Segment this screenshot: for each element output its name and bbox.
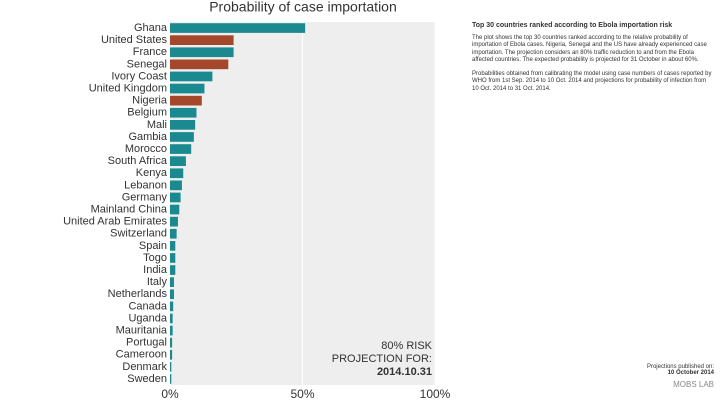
y-tick-label: Spain (139, 240, 167, 252)
y-tick-label: Ivory Coast (111, 70, 167, 82)
bar (170, 228, 177, 239)
bar (170, 71, 213, 82)
bar (170, 313, 173, 324)
bar (170, 289, 174, 300)
y-tick-label: Italy (147, 276, 168, 288)
bar (170, 337, 173, 348)
bar (170, 216, 178, 227)
y-tick-label: Senegal (127, 58, 167, 70)
y-tick-label: Mainland China (91, 203, 168, 215)
annotation: 80% RISK (381, 340, 432, 352)
y-tick-label: Lebanon (124, 179, 167, 191)
bar (170, 180, 182, 191)
bar (170, 241, 176, 251)
bar (170, 144, 192, 154)
published-date: 10 October 2014 (667, 370, 714, 376)
y-tick-label: United States (101, 34, 168, 46)
logo: MOBS LAB (673, 380, 714, 389)
bar (170, 349, 173, 360)
y-tick-label: United Arab Emirates (63, 216, 167, 228)
bar (170, 277, 174, 287)
footer: Projections published on: 10 October 201… (647, 364, 714, 389)
bar (170, 374, 172, 384)
bar (170, 83, 205, 94)
bar (170, 107, 197, 118)
x-tick-label: 0% (161, 387, 179, 400)
y-tick-label: Sweden (127, 373, 167, 385)
y-tick-label: Ghana (134, 22, 168, 34)
bar (170, 59, 229, 70)
y-tick-label: Belgium (127, 107, 167, 119)
side-paragraph: Probabilities obtained from calibrating … (472, 70, 712, 92)
y-tick-label: Togo (143, 252, 167, 264)
side-paragraph: The plot shows the top 30 countries rank… (472, 34, 707, 64)
x-tick-label: 100% (420, 387, 451, 400)
published-label: Projections published on: (646, 364, 714, 370)
y-tick-label: France (133, 46, 167, 58)
bar (170, 35, 234, 45)
y-tick-label: Mali (147, 119, 167, 131)
bar (170, 265, 176, 275)
bar (170, 23, 306, 33)
bar (170, 192, 181, 203)
y-tick-label: Gambia (128, 131, 167, 143)
bar (170, 362, 172, 372)
y-tick-label: Switzerland (110, 228, 167, 240)
bar (170, 325, 173, 336)
y-tick-label: Mauritania (116, 324, 168, 336)
bar (170, 120, 196, 130)
y-tick-label: Canada (128, 300, 167, 312)
bar (170, 168, 184, 179)
y-tick-label: United Kingdom (89, 82, 167, 94)
side-heading: Top 30 countries ranked according to Ebo… (472, 22, 673, 29)
side-panel: Top 30 countries ranked according to Ebo… (472, 22, 712, 99)
y-tick-label: Kenya (136, 167, 168, 179)
bar (170, 301, 174, 312)
bar (170, 253, 176, 263)
bar (170, 95, 202, 106)
bar (170, 47, 234, 58)
y-tick-label: Netherlands (108, 288, 168, 300)
bar (170, 204, 180, 215)
y-tick-label: Denmark (122, 361, 167, 373)
y-tick-label: India (143, 264, 168, 276)
bar (170, 132, 194, 142)
x-tick-label: 50% (290, 387, 314, 400)
y-tick-label: Nigeria (132, 95, 168, 107)
y-tick-label: Morocco (125, 143, 167, 155)
y-tick-label: South Africa (108, 155, 168, 167)
y-tick-label: Portugal (126, 337, 167, 349)
y-tick-label: Uganda (128, 312, 167, 324)
annotation: PROJECTION FOR: (332, 353, 432, 365)
annotation: 2014.10.31 (377, 366, 432, 378)
chart-title: Probability of case importation (209, 0, 397, 15)
y-tick-label: Germany (122, 191, 168, 203)
bar (170, 156, 186, 166)
y-tick-label: Cameroon (116, 349, 167, 361)
